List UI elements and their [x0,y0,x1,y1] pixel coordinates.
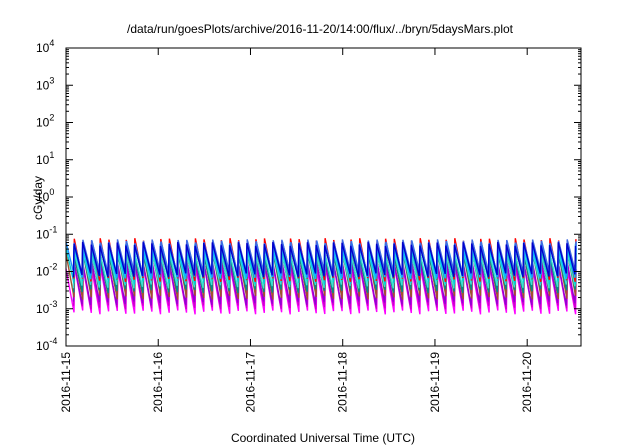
x-tick-label: 2016-11-20 [520,352,534,413]
y-tick-label: 103 [36,75,54,92]
plot-area-border [65,47,582,347]
x-axis-label: Coordinated Universal Time (UTC) [231,431,415,445]
x-tick-label: 2016-11-17 [243,352,257,413]
y-tick-label: 100 [36,187,54,204]
y-tick-label: 101 [36,150,54,167]
chart-title: /data/run/goesPlots/archive/2016-11-20/1… [127,22,514,36]
y-axis-label: cGy/day [31,176,45,220]
x-tick-label: 2016-11-18 [336,352,350,413]
x-tick-label: 2016-11-19 [428,352,442,413]
series-line-12 [72,241,577,278]
y-tick-label: 10-2 [36,262,57,279]
y-tick-label: 102 [36,113,54,130]
x-tick-label: 2016-11-16 [151,352,165,413]
y-tick-label: 104 [36,38,54,55]
y-tick-label: 10-3 [36,299,57,316]
y-tick-label: 10-1 [36,224,57,241]
series-layer [65,238,577,315]
y-tick-label: 10-4 [36,336,57,353]
tick-layer: 10-4 10-3 10-2 10-1 100 101 102 103 104 2016-11-1… [36,38,581,413]
x-tick-label: 2016-11-15 [59,352,73,413]
